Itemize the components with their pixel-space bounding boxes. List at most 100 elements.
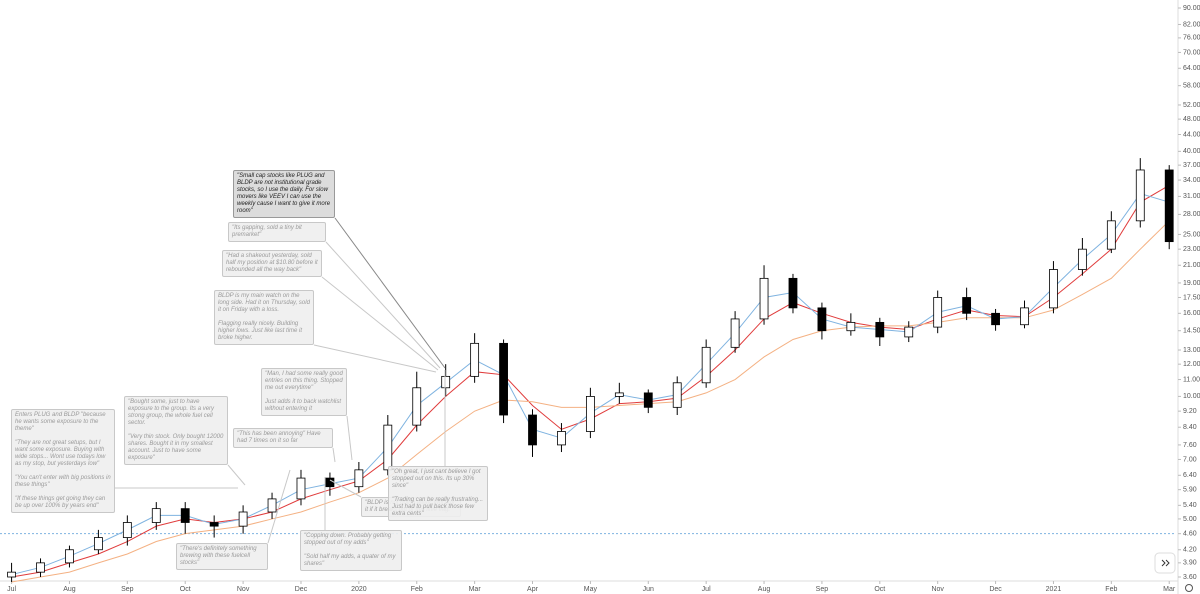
y-tick-label: 5.00 [1183,516,1197,523]
scroll-button[interactable] [1154,552,1176,574]
candle-body [1077,248,1087,270]
y-tick-label: 44.00 [1183,131,1200,138]
candle-body [354,469,364,488]
candle-body [7,571,16,578]
annotation: "Had a shakeout yesterday, sold half my … [222,250,322,277]
x-tick-label: Sep [121,586,134,593]
annotation-pointer [334,217,446,369]
candle-body [1020,307,1029,326]
x-tick-label: Oct [180,586,191,593]
x-tick-label: May [584,586,598,593]
annotation-pointer [321,276,439,371]
y-tick-label: 4.20 [1183,547,1197,554]
y-tick-label: 14.50 [1183,328,1200,335]
candle-body [528,414,537,446]
y-tick-label: 8.40 [1183,424,1197,431]
annotation: "Oh great, I just cant believe I got sto… [388,466,488,521]
annotation: "Small cap stocks like PLUG and BLDP are… [233,170,335,218]
candle-body [267,498,277,513]
y-tick-label: 58.00 [1183,83,1200,90]
candle-body [93,537,103,551]
annotation: Enters PLUG and BLDP "because he wants s… [11,409,115,513]
candle-body [238,511,248,527]
y-tick-label: 7.00 [1183,456,1197,463]
candle-body [788,277,798,309]
y-tick-label: 3.90 [1183,560,1197,567]
candle-body [962,297,972,314]
x-tick-label: Mar [1163,586,1176,593]
candle-body [470,342,480,377]
x-tick-label: Mar [469,586,482,593]
x-tick-label: Apr [527,586,539,593]
y-tick-label: 37.00 [1183,162,1200,169]
y-tick-label: 9.20 [1183,408,1197,415]
annotation-pointer [313,344,437,373]
candle-body [65,549,74,564]
annotation-pointer [325,241,441,369]
y-tick-label: 76.00 [1183,35,1200,42]
candle-body [875,321,885,338]
annotation-pointer [267,469,291,544]
x-tick-label: Jul [702,586,711,593]
candle-body [209,522,219,527]
candle-body [991,312,1000,326]
candle-body [730,318,740,348]
annotation: "Bought some, just to have exposure to t… [124,396,228,465]
candle-body [122,522,132,538]
y-tick-label: 23.00 [1183,246,1200,253]
annotation: "This has been annoying" Have had 7 time… [233,428,333,448]
y-tick-label: 40.00 [1183,148,1200,155]
candle-body [585,396,595,432]
annotation-pointer [329,479,362,498]
candle-body [817,307,827,332]
x-tick-label: Nov [931,586,944,593]
settings-icon[interactable] [1185,584,1193,592]
y-tick-label: 28.00 [1183,211,1200,218]
x-tick-label: 2021 [1046,586,1062,593]
candle-body [441,375,451,389]
candle-body [1164,169,1174,243]
y-tick-label: 5.40 [1183,502,1197,509]
annotation: BLDP is my main watch on the long side. … [214,290,314,345]
annotation: "There's definitely something brewing wi… [176,543,268,570]
x-tick-label: Feb [411,586,423,593]
candle-body [499,342,508,416]
y-tick-label: 21.00 [1183,262,1200,269]
candle-body [325,477,335,488]
y-tick-label: 7.60 [1183,442,1197,449]
y-tick-label: 16.00 [1183,310,1200,317]
y-tick-label: 12.00 [1183,361,1200,368]
candle-body [759,277,769,320]
x-tick-label: Dec [989,586,1002,593]
x-tick-label: 2020 [351,586,367,593]
candle-body [557,431,566,446]
candle-body [933,297,943,328]
y-tick-label: 82.00 [1183,21,1200,28]
x-tick-label: Jul [7,586,16,593]
x-tick-label: Sep [816,586,829,593]
y-tick-label: 25.00 [1183,231,1200,238]
candle-body [904,326,914,338]
y-tick-label: 64.00 [1183,65,1200,72]
candle-body [1049,269,1058,309]
annotation-pointer [227,464,246,486]
y-tick-label: 11.00 [1183,376,1200,383]
candle-body [1135,169,1145,222]
candle-body [383,424,393,471]
annotation: "Copping down. Probably getting stopped … [300,530,402,571]
x-tick-label: Aug [758,586,771,593]
y-tick-label: 4.60 [1183,531,1197,538]
candle-body [1106,220,1116,250]
y-tick-label: 5.90 [1183,487,1197,494]
y-tick-label: 19.00 [1183,280,1200,287]
candle-body [846,321,856,332]
x-tick-label: Nov [237,586,250,593]
x-tick-label: Jun [643,586,654,593]
x-tick-label: Oct [874,586,885,593]
annotation: "Its gapping, sold a tiny bit premarket" [228,222,326,242]
x-tick-label: Dec [295,586,308,593]
y-tick-label: 70.00 [1183,49,1200,56]
candle-body [296,477,306,500]
